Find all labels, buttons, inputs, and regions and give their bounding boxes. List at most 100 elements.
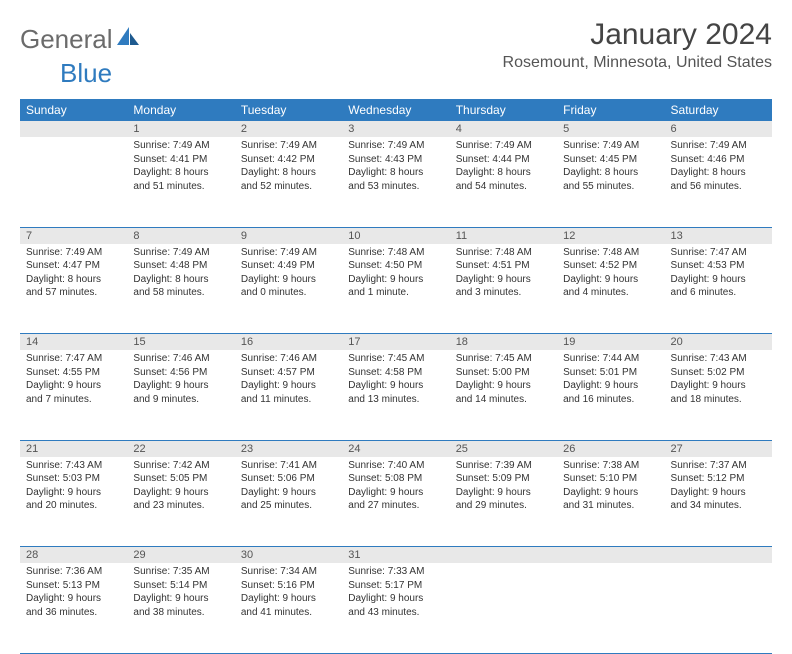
- week-row: Sunrise: 7:49 AMSunset: 4:41 PMDaylight:…: [20, 137, 772, 227]
- sunrise-text: Sunrise: 7:40 AM: [348, 459, 443, 473]
- daylight2-text: and 6 minutes.: [671, 286, 766, 300]
- sunset-text: Sunset: 4:53 PM: [671, 259, 766, 273]
- sunset-text: Sunset: 4:50 PM: [348, 259, 443, 273]
- daylight2-text: and 3 minutes.: [456, 286, 551, 300]
- day-number-row: 78910111213: [20, 227, 772, 244]
- day-number: 27: [665, 440, 772, 457]
- day-number: 28: [20, 547, 127, 564]
- daylight1-text: Daylight: 9 hours: [671, 273, 766, 287]
- week-row: Sunrise: 7:43 AMSunset: 5:03 PMDaylight:…: [20, 457, 772, 547]
- sunset-text: Sunset: 5:17 PM: [348, 579, 443, 593]
- sunrise-text: Sunrise: 7:45 AM: [348, 352, 443, 366]
- sunrise-text: Sunrise: 7:46 AM: [133, 352, 228, 366]
- sunrise-text: Sunrise: 7:47 AM: [26, 352, 121, 366]
- sunrise-text: Sunrise: 7:36 AM: [26, 565, 121, 579]
- day-cell: Sunrise: 7:49 AMSunset: 4:46 PMDaylight:…: [665, 137, 772, 227]
- week-row: Sunrise: 7:47 AMSunset: 4:55 PMDaylight:…: [20, 350, 772, 440]
- day-number: 17: [342, 334, 449, 351]
- sunset-text: Sunset: 4:48 PM: [133, 259, 228, 273]
- daylight2-text: and 53 minutes.: [348, 180, 443, 194]
- sunset-text: Sunset: 5:16 PM: [241, 579, 336, 593]
- day-number: 25: [450, 440, 557, 457]
- day-number: 2: [235, 121, 342, 137]
- location-label: Rosemount, Minnesota, United States: [503, 54, 772, 72]
- sunset-text: Sunset: 4:45 PM: [563, 153, 658, 167]
- daylight1-text: Daylight: 9 hours: [241, 592, 336, 606]
- daylight1-text: Daylight: 9 hours: [563, 379, 658, 393]
- logo-text-blue: Blue: [60, 58, 112, 89]
- day-cell: Sunrise: 7:49 AMSunset: 4:45 PMDaylight:…: [557, 137, 664, 227]
- day-cell: Sunrise: 7:45 AMSunset: 4:58 PMDaylight:…: [342, 350, 449, 440]
- day-cell: Sunrise: 7:48 AMSunset: 4:51 PMDaylight:…: [450, 244, 557, 334]
- daylight1-text: Daylight: 9 hours: [26, 486, 121, 500]
- sunrise-text: Sunrise: 7:35 AM: [133, 565, 228, 579]
- daylight1-text: Daylight: 8 hours: [456, 166, 551, 180]
- day-cell: Sunrise: 7:36 AMSunset: 5:13 PMDaylight:…: [20, 563, 127, 653]
- day-cell: Sunrise: 7:34 AMSunset: 5:16 PMDaylight:…: [235, 563, 342, 653]
- day-cell: [450, 563, 557, 653]
- daylight2-text: and 38 minutes.: [133, 606, 228, 620]
- sunset-text: Sunset: 5:01 PM: [563, 366, 658, 380]
- daylight1-text: Daylight: 9 hours: [456, 273, 551, 287]
- day-number: 24: [342, 440, 449, 457]
- daylight2-text: and 57 minutes.: [26, 286, 121, 300]
- daylight1-text: Daylight: 8 hours: [671, 166, 766, 180]
- daylight2-text: and 29 minutes.: [456, 499, 551, 513]
- day-number: 3: [342, 121, 449, 137]
- sunset-text: Sunset: 5:03 PM: [26, 472, 121, 486]
- daylight1-text: Daylight: 9 hours: [456, 379, 551, 393]
- day-cell: Sunrise: 7:49 AMSunset: 4:43 PMDaylight:…: [342, 137, 449, 227]
- sunset-text: Sunset: 5:13 PM: [26, 579, 121, 593]
- day-cell: Sunrise: 7:37 AMSunset: 5:12 PMDaylight:…: [665, 457, 772, 547]
- day-number: 5: [557, 121, 664, 137]
- day-number-row: 14151617181920: [20, 334, 772, 351]
- day-header: Wednesday: [342, 99, 449, 121]
- daylight2-text: and 14 minutes.: [456, 393, 551, 407]
- sunrise-text: Sunrise: 7:41 AM: [241, 459, 336, 473]
- sunset-text: Sunset: 5:02 PM: [671, 366, 766, 380]
- sunset-text: Sunset: 4:56 PM: [133, 366, 228, 380]
- sunset-text: Sunset: 4:46 PM: [671, 153, 766, 167]
- day-number: 30: [235, 547, 342, 564]
- day-number: 29: [127, 547, 234, 564]
- day-cell: Sunrise: 7:49 AMSunset: 4:48 PMDaylight:…: [127, 244, 234, 334]
- day-cell: [557, 563, 664, 653]
- day-number: [450, 547, 557, 564]
- sunset-text: Sunset: 4:42 PM: [241, 153, 336, 167]
- sunset-text: Sunset: 4:51 PM: [456, 259, 551, 273]
- sunset-text: Sunset: 4:49 PM: [241, 259, 336, 273]
- day-header: Monday: [127, 99, 234, 121]
- daylight2-text: and 41 minutes.: [241, 606, 336, 620]
- sunset-text: Sunset: 5:10 PM: [563, 472, 658, 486]
- title-block: January 2024 Rosemount, Minnesota, Unite…: [503, 18, 772, 72]
- daylight2-text: and 7 minutes.: [26, 393, 121, 407]
- sunset-text: Sunset: 4:44 PM: [456, 153, 551, 167]
- daylight2-text: and 31 minutes.: [563, 499, 658, 513]
- sunrise-text: Sunrise: 7:49 AM: [456, 139, 551, 153]
- day-number-row: 21222324252627: [20, 440, 772, 457]
- day-header: Thursday: [450, 99, 557, 121]
- sunrise-text: Sunrise: 7:34 AM: [241, 565, 336, 579]
- sunset-text: Sunset: 5:09 PM: [456, 472, 551, 486]
- daylight1-text: Daylight: 9 hours: [241, 273, 336, 287]
- daylight1-text: Daylight: 9 hours: [348, 273, 443, 287]
- day-cell: Sunrise: 7:41 AMSunset: 5:06 PMDaylight:…: [235, 457, 342, 547]
- daylight2-text: and 55 minutes.: [563, 180, 658, 194]
- sunrise-text: Sunrise: 7:49 AM: [563, 139, 658, 153]
- daylight1-text: Daylight: 9 hours: [241, 486, 336, 500]
- sunset-text: Sunset: 4:43 PM: [348, 153, 443, 167]
- day-cell: Sunrise: 7:39 AMSunset: 5:09 PMDaylight:…: [450, 457, 557, 547]
- sunset-text: Sunset: 5:05 PM: [133, 472, 228, 486]
- daylight2-text: and 9 minutes.: [133, 393, 228, 407]
- daylight2-text: and 51 minutes.: [133, 180, 228, 194]
- day-number: 20: [665, 334, 772, 351]
- daylight2-text: and 25 minutes.: [241, 499, 336, 513]
- day-number: 15: [127, 334, 234, 351]
- day-header: Sunday: [20, 99, 127, 121]
- month-title: January 2024: [503, 18, 772, 52]
- daylight2-text: and 52 minutes.: [241, 180, 336, 194]
- daylight1-text: Daylight: 8 hours: [563, 166, 658, 180]
- day-cell: Sunrise: 7:47 AMSunset: 4:53 PMDaylight:…: [665, 244, 772, 334]
- sunrise-text: Sunrise: 7:49 AM: [348, 139, 443, 153]
- daylight1-text: Daylight: 8 hours: [241, 166, 336, 180]
